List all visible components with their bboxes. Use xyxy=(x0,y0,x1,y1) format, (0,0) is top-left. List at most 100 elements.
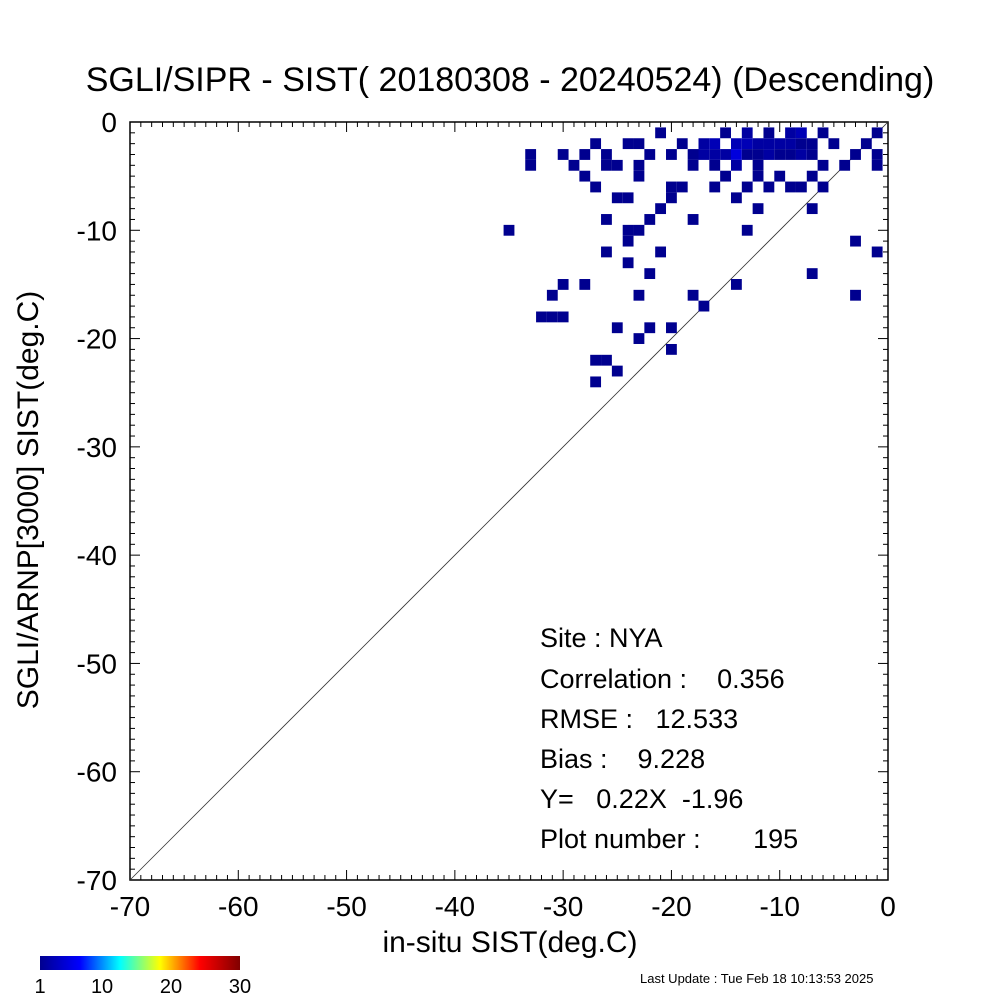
density-cell xyxy=(622,257,634,269)
density-cell xyxy=(806,149,818,160)
density-cell xyxy=(741,149,753,160)
density-cell xyxy=(687,149,699,160)
density-cell xyxy=(525,149,537,160)
density-cell xyxy=(546,289,558,301)
density-cell xyxy=(568,159,580,171)
density-cell xyxy=(860,138,872,150)
density-cell xyxy=(850,149,861,160)
density-cell xyxy=(644,268,656,280)
last-update-text: Last Update : Tue Feb 18 10:13:53 2025 xyxy=(640,971,873,986)
density-cell xyxy=(655,127,667,139)
density-cell xyxy=(611,192,623,204)
x-tick-label: -70 xyxy=(110,891,150,922)
density-cell xyxy=(774,138,786,150)
y-tick-labels: 0 -10 -20 -30 -40 -50 -60 -70 xyxy=(77,107,117,896)
density-cell xyxy=(752,170,764,182)
density-cell xyxy=(741,138,753,150)
density-cell xyxy=(763,127,775,139)
density-cell xyxy=(850,289,861,301)
chart-title: SGLI/SIPR - SIST( 20180308 - 20240524) (… xyxy=(86,61,935,99)
density-cell xyxy=(687,289,699,301)
density-cell xyxy=(579,279,591,290)
density-cell xyxy=(785,149,796,160)
x-tick-label: -10 xyxy=(759,891,799,922)
stats-annotation: Site : NYA Correlation : 0.356 RMSE : 12… xyxy=(540,623,798,854)
density-cell xyxy=(795,149,807,160)
stat-site: Site : NYA xyxy=(540,623,663,653)
y-tick-label: -10 xyxy=(77,215,117,246)
density-cell xyxy=(850,235,861,247)
density-cell xyxy=(774,170,786,182)
y-tick-label: -20 xyxy=(77,324,117,355)
density-cell xyxy=(795,138,807,150)
density-cell xyxy=(741,127,753,139)
y-tick-label: -30 xyxy=(77,432,117,463)
density-cell xyxy=(709,138,721,150)
density-cell xyxy=(839,159,851,171)
one-to-one-reference-line xyxy=(129,121,889,881)
density-cell xyxy=(644,322,656,334)
density-cell xyxy=(720,127,731,139)
colorbar-tick-label: 10 xyxy=(91,976,113,998)
density-cell xyxy=(622,224,634,236)
density-cell xyxy=(806,268,818,280)
density-cell xyxy=(763,149,775,160)
density-cell xyxy=(557,279,569,290)
density-cell xyxy=(785,181,796,193)
density-cell xyxy=(590,181,602,193)
density-cell xyxy=(633,289,645,301)
density-cells xyxy=(503,127,883,388)
density-cell xyxy=(730,159,742,171)
density-cell xyxy=(644,214,656,225)
colorbar-tick-label: 30 xyxy=(229,976,251,998)
density-cell xyxy=(806,138,818,150)
stat-rmse: RMSE : 12.533 xyxy=(540,704,738,734)
y-tick-label: 0 xyxy=(101,107,117,138)
y-tick-label: -70 xyxy=(77,865,117,896)
x-tick-label: -30 xyxy=(543,891,583,922)
density-cell xyxy=(817,127,829,139)
density-cell xyxy=(590,376,602,388)
y-axis-label: SGLI/ARNP[3000] SIST(deg.C) xyxy=(12,291,45,710)
density-cell xyxy=(720,170,731,182)
density-cell xyxy=(730,138,742,150)
density-cell xyxy=(601,159,612,171)
density-cell xyxy=(730,192,742,204)
density-cell xyxy=(579,170,591,182)
density-cell xyxy=(644,149,656,160)
density-cell xyxy=(752,203,764,215)
density-cell xyxy=(666,343,677,355)
x-tick-label: -60 xyxy=(218,891,258,922)
density-cell xyxy=(622,138,634,150)
x-tick-label: 0 xyxy=(880,891,896,922)
density-cell xyxy=(806,170,818,182)
density-cell xyxy=(817,159,829,171)
density-cell xyxy=(752,149,764,160)
colorbar xyxy=(40,956,240,970)
density-cell xyxy=(546,311,558,323)
density-cell xyxy=(633,224,645,236)
density-cell xyxy=(741,224,753,236)
density-cell xyxy=(633,333,645,344)
density-cell xyxy=(557,149,569,160)
density-cell xyxy=(752,138,764,150)
density-cell xyxy=(871,149,883,160)
density-cell xyxy=(666,192,677,204)
density-cell xyxy=(709,159,721,171)
density-cell xyxy=(655,246,667,258)
density-cell xyxy=(536,311,547,323)
density-cell xyxy=(687,159,699,171)
density-cell xyxy=(633,159,645,171)
density-cell xyxy=(633,170,645,182)
density-cell xyxy=(741,181,753,193)
density-cell xyxy=(687,214,699,225)
density-cell xyxy=(698,300,710,312)
density-cell xyxy=(676,181,688,193)
density-cell xyxy=(806,203,818,215)
density-cell xyxy=(590,138,602,150)
density-cell xyxy=(795,127,807,139)
density-cell xyxy=(763,138,775,150)
density-cell xyxy=(633,138,645,150)
density-cell xyxy=(795,181,807,193)
density-cell xyxy=(579,149,591,160)
